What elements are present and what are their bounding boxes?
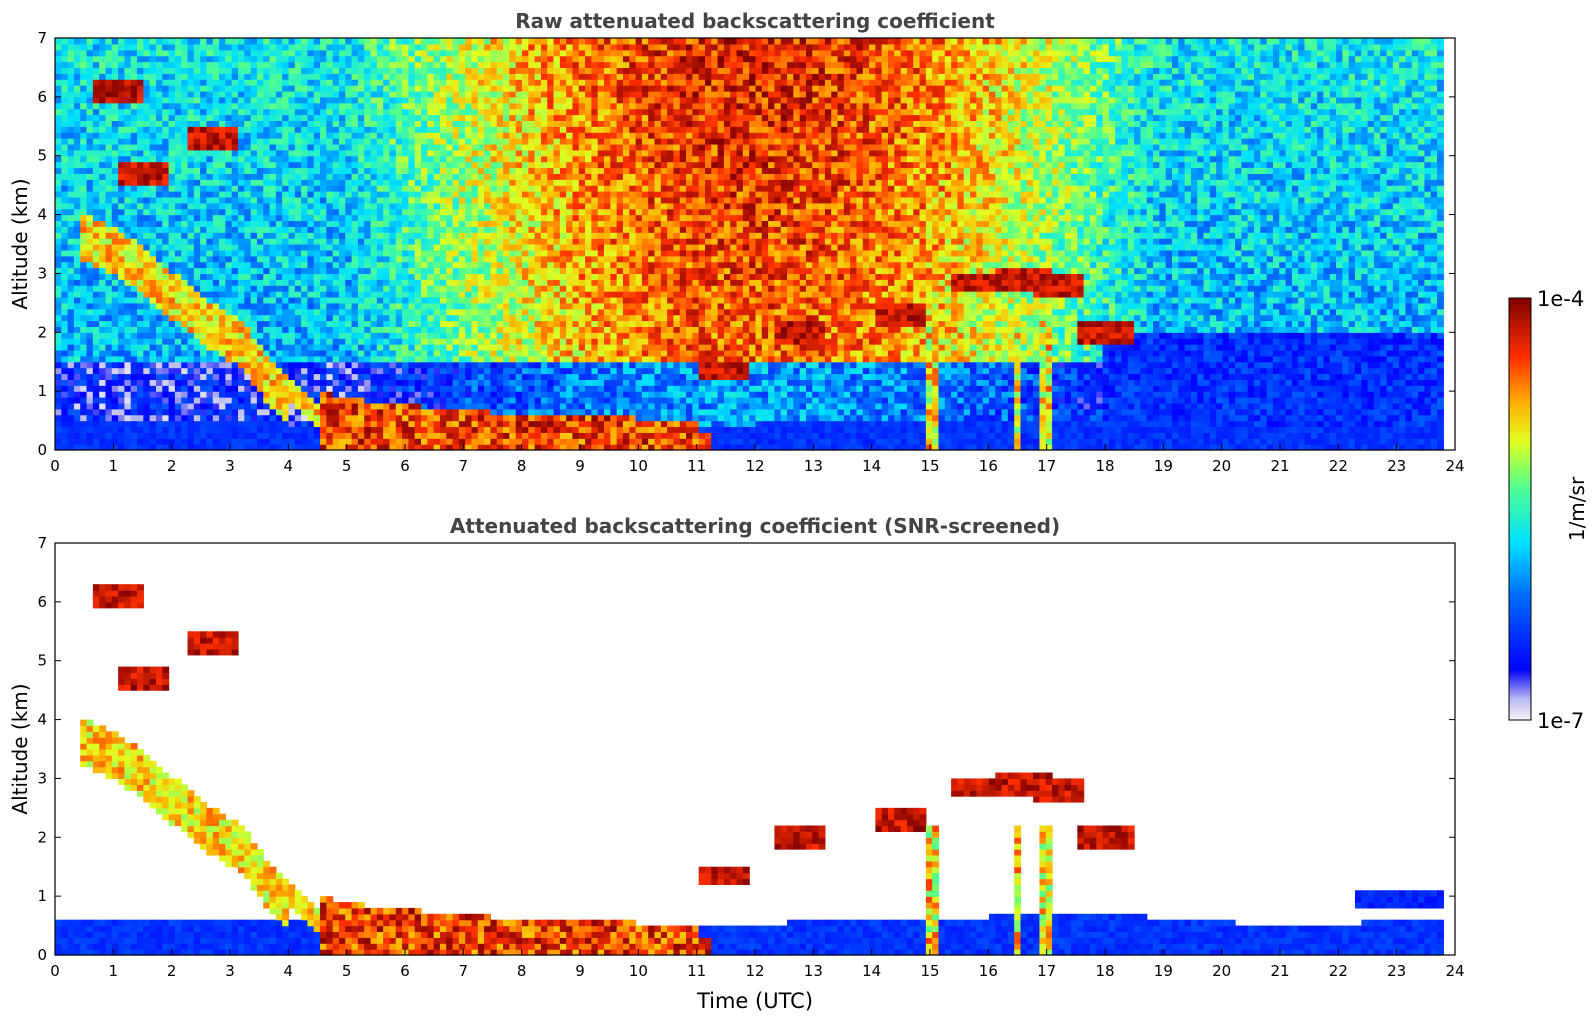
y-tick-label: 3 [37, 264, 47, 282]
x-tick-label: 23 [1387, 962, 1406, 980]
x-tick-label: 14 [862, 962, 881, 980]
y-tick-label: 1 [37, 382, 47, 400]
x-tick-label: 4 [284, 962, 294, 980]
x-tick-label: 13 [804, 962, 823, 980]
y-tick-label: 0 [37, 441, 47, 459]
colorbar-top-label: 1e-4 [1537, 287, 1584, 311]
x-tick-label: 7 [459, 962, 469, 980]
x-tick-label: 16 [979, 457, 998, 475]
x-tick-label: 22 [1329, 962, 1348, 980]
top-panel-raw: Raw attenuated backscattering coefficien… [8, 9, 1465, 475]
colorbar-bottom-label: 1e-7 [1537, 709, 1584, 733]
y-tick-label: 1 [37, 887, 47, 905]
x-tick-label: 12 [745, 457, 764, 475]
x-tick-label: 17 [1037, 457, 1056, 475]
top-y-ticks: 0 1 2 3 4 5 6 7 [37, 29, 1455, 459]
y-tick-label: 2 [37, 828, 47, 846]
x-tick-label: 5 [342, 457, 352, 475]
top-panel-ylabel: Altitude (km) [8, 178, 32, 309]
x-tick-label: 20 [1212, 457, 1231, 475]
x-tick-label: 0 [50, 457, 60, 475]
x-tick-label: 8 [517, 962, 527, 980]
bottom-panel-screened: Attenuated backscattering coefficient (S… [8, 514, 1465, 1013]
x-tick-label: 19 [1154, 457, 1173, 475]
y-tick-label: 5 [37, 652, 47, 670]
bottom-plot-area [55, 584, 1444, 956]
colorbar-unit-label: 1/m/sr [1565, 476, 1589, 541]
x-tick-label: 7 [459, 457, 469, 475]
y-tick-label: 0 [37, 946, 47, 964]
bottom-panel-xlabel: Time (UTC) [696, 989, 813, 1013]
y-tick-label: 4 [37, 206, 47, 224]
x-tick-label: 3 [225, 457, 235, 475]
bottom-x-ticks: 0 1 2 3 4 5 6 7 8 9 10 11 12 13 14 15 16 17 18 19 20 21 22 23 24 [50, 949, 1465, 980]
x-tick-label: 17 [1037, 962, 1056, 980]
bottom-y-ticks: 0 1 2 3 4 5 6 7 [37, 534, 1455, 964]
x-tick-label: 21 [1270, 962, 1289, 980]
top-plot-area [55, 38, 1444, 451]
top-x-ticks: 0 1 2 3 4 5 6 7 8 9 10 11 12 13 14 15 16 17 18 19 20 21 22 23 24 [50, 444, 1465, 475]
x-tick-label: 3 [225, 962, 235, 980]
x-tick-label: 10 [629, 457, 648, 475]
y-tick-label: 6 [37, 88, 47, 106]
x-tick-label: 13 [804, 457, 823, 475]
x-tick-label: 6 [400, 457, 410, 475]
bottom-panel-ylabel: Altitude (km) [8, 683, 32, 814]
y-tick-label: 3 [37, 769, 47, 787]
x-tick-label: 15 [920, 457, 939, 475]
x-tick-label: 1 [109, 962, 119, 980]
x-tick-label: 20 [1212, 962, 1231, 980]
x-tick-label: 23 [1387, 457, 1406, 475]
x-tick-label: 14 [862, 457, 881, 475]
x-tick-label: 1 [109, 457, 119, 475]
y-tick-label: 6 [37, 593, 47, 611]
x-tick-label: 5 [342, 962, 352, 980]
x-tick-label: 19 [1154, 962, 1173, 980]
y-tick-label: 5 [37, 147, 47, 165]
x-tick-label: 15 [920, 962, 939, 980]
x-tick-label: 21 [1270, 457, 1289, 475]
x-tick-label: 24 [1445, 457, 1464, 475]
y-tick-label: 7 [37, 29, 47, 47]
x-tick-label: 9 [575, 457, 585, 475]
top-panel-title: Raw attenuated backscattering coefficien… [515, 9, 995, 33]
x-tick-label: 11 [687, 457, 706, 475]
colorbar: 1e-4 1e-7 1/m/sr [1508, 287, 1589, 733]
y-tick-label: 2 [37, 323, 47, 341]
y-tick-label: 4 [37, 711, 47, 729]
x-tick-label: 4 [284, 457, 294, 475]
x-tick-label: 8 [517, 457, 527, 475]
x-tick-label: 18 [1095, 457, 1114, 475]
x-tick-label: 24 [1445, 962, 1464, 980]
x-tick-label: 11 [687, 962, 706, 980]
x-tick-label: 2 [167, 962, 177, 980]
bottom-panel-title: Attenuated backscattering coefficient (S… [450, 514, 1060, 538]
x-tick-label: 18 [1095, 962, 1114, 980]
x-tick-label: 9 [575, 962, 585, 980]
colorbar-gradient [1508, 297, 1532, 721]
x-tick-label: 2 [167, 457, 177, 475]
y-tick-label: 7 [37, 534, 47, 552]
x-tick-label: 12 [745, 962, 764, 980]
x-tick-label: 16 [979, 962, 998, 980]
x-tick-label: 0 [50, 962, 60, 980]
x-tick-label: 6 [400, 962, 410, 980]
x-tick-label: 22 [1329, 457, 1348, 475]
x-tick-label: 10 [629, 962, 648, 980]
